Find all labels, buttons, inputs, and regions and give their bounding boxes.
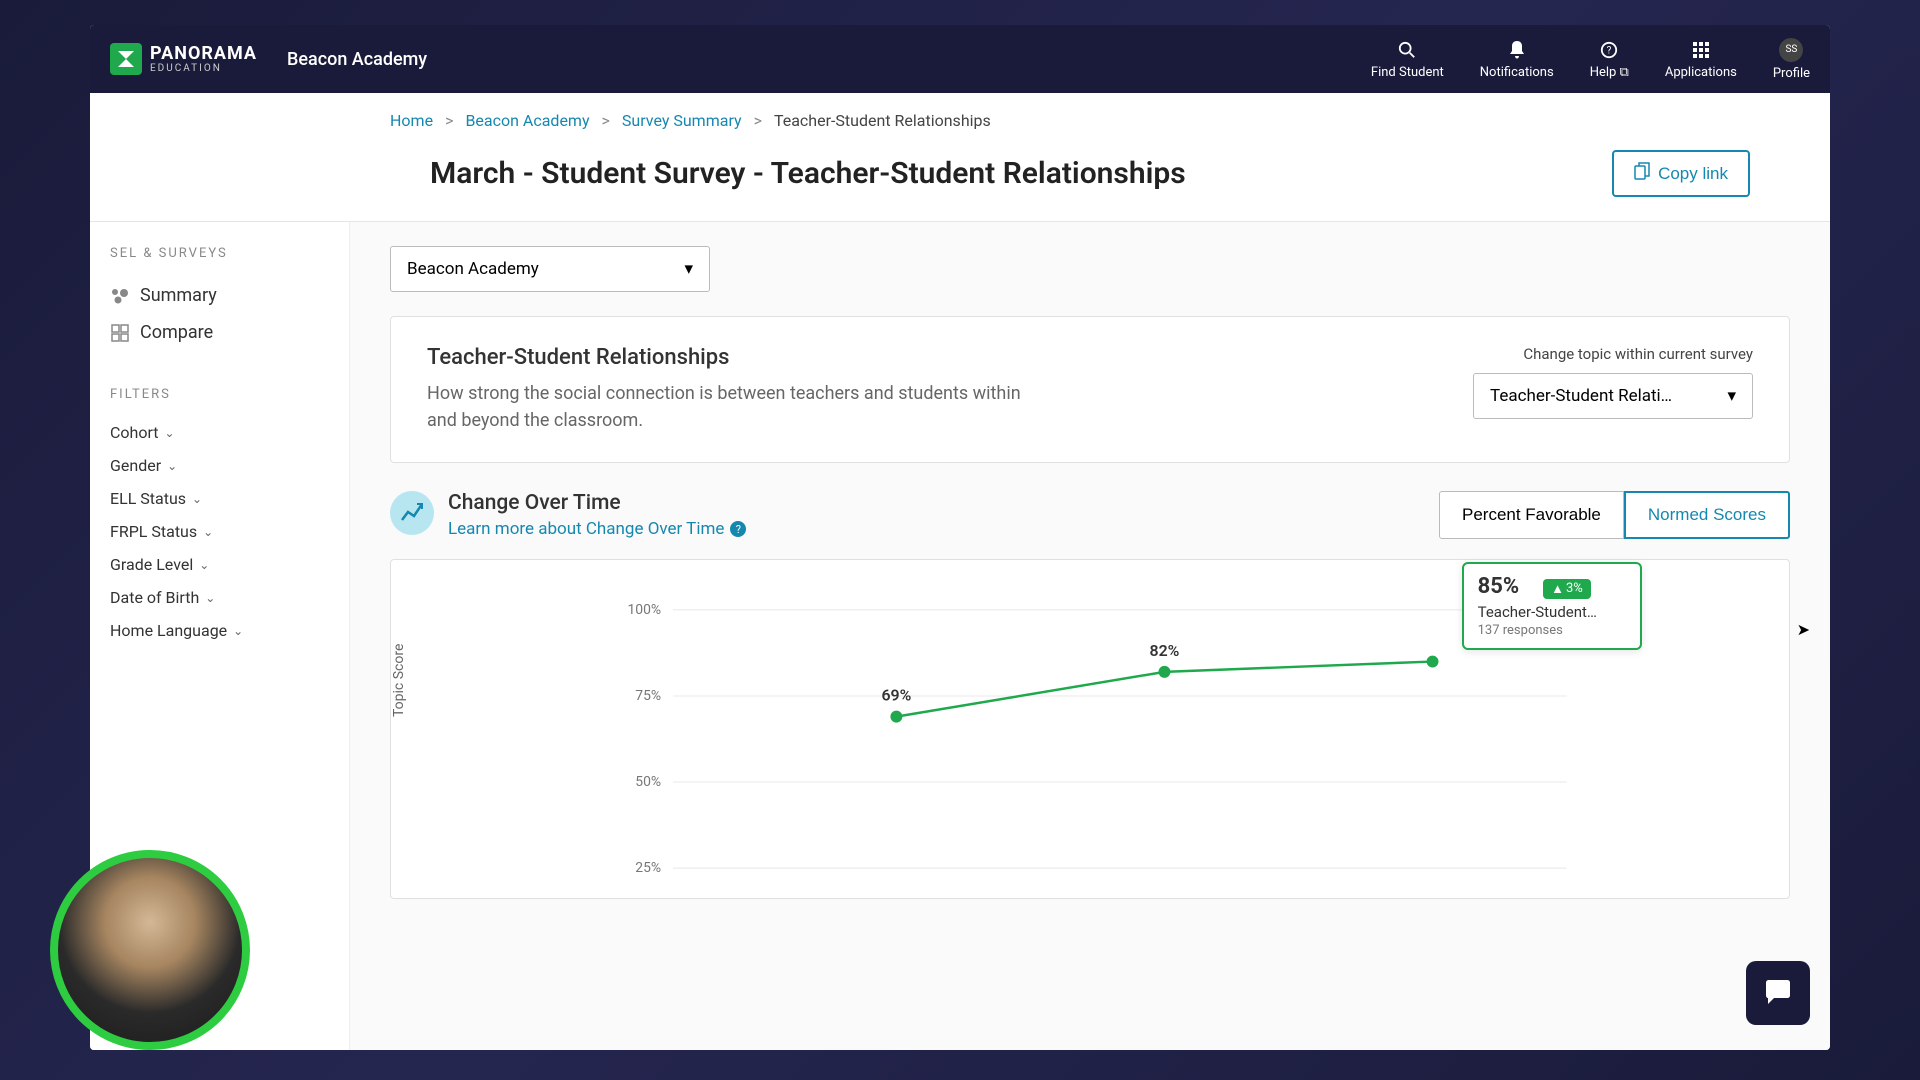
svg-text:69%: 69% — [881, 686, 911, 705]
tooltip-delta: ▲3% — [1543, 579, 1591, 599]
avatar-icon: SS — [1779, 38, 1803, 62]
cursor-icon: ➤ — [1797, 620, 1810, 639]
toggle-normed-scores[interactable]: Normed Scores — [1624, 491, 1790, 539]
sidebar-heading: SEL & SURVEYS — [110, 246, 329, 261]
filter-item[interactable]: FRPL Status⌄ — [110, 515, 329, 548]
sidebar-item-compare[interactable]: Compare — [110, 314, 329, 351]
chevron-down-icon: ⌄ — [192, 492, 202, 506]
nav-profile[interactable]: SS Profile — [1773, 38, 1810, 81]
webcam-overlay — [50, 850, 250, 1050]
chart-y-axis-label: Topic Score — [391, 644, 407, 717]
tooltip-label: Teacher-Student… — [1478, 603, 1626, 621]
help-icon: ? — [1600, 39, 1618, 61]
copy-icon — [1634, 162, 1650, 185]
breadcrumb: Home > Beacon Academy > Survey Summary >… — [390, 111, 1790, 130]
topic-description: How strong the social connection is betw… — [427, 380, 1047, 434]
chevron-down-icon: ▾ — [1727, 386, 1736, 406]
chart-tooltip: 85% ▲3% Teacher-Student… 137 responses — [1462, 562, 1642, 650]
svg-text:82%: 82% — [1150, 641, 1180, 660]
chevron-down-icon: ⌄ — [167, 459, 177, 473]
svg-text:50%: 50% — [635, 774, 661, 790]
nav-applications[interactable]: Applications — [1665, 39, 1737, 80]
topic-title: Teacher-Student Relationships — [427, 345, 1047, 370]
topic-card: Teacher-Student Relationships How strong… — [390, 316, 1790, 463]
sidebar-item-summary[interactable]: Summary — [110, 277, 329, 314]
chart-card: Topic Score 100% 75% 50% 25% 69% 82% 85% ▲3% … — [390, 559, 1790, 899]
topic-change-label: Change topic within current survey — [1473, 345, 1753, 363]
breadcrumb-summary[interactable]: Survey Summary — [622, 111, 742, 130]
logo[interactable]: PANORAMA EDUCATION — [110, 43, 257, 75]
school-select[interactable]: Beacon Academy ▾ — [390, 246, 710, 292]
summary-icon — [110, 286, 130, 306]
bell-icon — [1509, 39, 1525, 61]
svg-text:25%: 25% — [635, 860, 661, 876]
filter-item[interactable]: Cohort⌄ — [110, 416, 329, 449]
breadcrumb-home[interactable]: Home — [390, 111, 433, 130]
chat-button[interactable] — [1746, 961, 1810, 1025]
breadcrumb-current: Teacher-Student Relationships — [774, 111, 991, 130]
svg-text:?: ? — [1607, 45, 1612, 56]
logo-text: PANORAMA — [150, 45, 257, 63]
info-icon: ? — [730, 521, 746, 537]
search-icon — [1398, 39, 1416, 61]
page-title: March - Student Survey - Teacher-Student… — [430, 156, 1186, 191]
chevron-down-icon: ⌄ — [165, 426, 175, 440]
compare-icon — [110, 323, 130, 343]
filter-item[interactable]: Home Language⌄ — [110, 614, 329, 647]
chart-learn-more-link[interactable]: Learn more about Change Over Time ? — [448, 519, 746, 539]
chart-toggle: Percent Favorable Normed Scores — [1439, 491, 1790, 539]
tooltip-percent: 85% — [1478, 574, 1520, 599]
chevron-down-icon: ⌄ — [233, 624, 243, 638]
nav-notifications[interactable]: Notifications — [1480, 39, 1554, 80]
toggle-percent-favorable[interactable]: Percent Favorable — [1439, 491, 1624, 539]
logo-subtitle: EDUCATION — [150, 63, 257, 74]
chevron-down-icon: ⌄ — [203, 525, 213, 539]
filter-item[interactable]: Grade Level⌄ — [110, 548, 329, 581]
svg-text:100%: 100% — [627, 602, 661, 618]
chevron-down-icon: ⌄ — [199, 558, 209, 572]
chat-icon — [1762, 977, 1794, 1009]
app-frame: PANORAMA EDUCATION Beacon Academy Find S… — [90, 25, 1830, 1050]
chevron-down-icon: ⌄ — [205, 591, 215, 605]
tooltip-responses: 137 responses — [1478, 623, 1626, 638]
filter-item[interactable]: Gender⌄ — [110, 449, 329, 482]
main-content: Beacon Academy ▾ Teacher-Student Relatio… — [350, 222, 1830, 1050]
chart-line-icon — [390, 491, 434, 535]
chevron-down-icon: ▾ — [684, 259, 693, 279]
topic-select[interactable]: Teacher-Student Relati… ▾ — [1473, 373, 1753, 419]
filter-item[interactable]: ELL Status⌄ — [110, 482, 329, 515]
breadcrumb-bar: Home > Beacon Academy > Survey Summary >… — [90, 93, 1830, 222]
nav-find-student[interactable]: Find Student — [1371, 39, 1444, 80]
apps-grid-icon — [1693, 39, 1709, 61]
chart-title: Change Over Time — [448, 491, 746, 515]
nav-help[interactable]: ? Help ⧉ — [1590, 39, 1629, 80]
breadcrumb-school[interactable]: Beacon Academy — [465, 111, 589, 130]
filter-item[interactable]: Date of Birth⌄ — [110, 581, 329, 614]
header-school-name: Beacon Academy — [287, 49, 427, 70]
copy-link-button[interactable]: Copy link — [1612, 150, 1750, 197]
top-nav: PANORAMA EDUCATION Beacon Academy Find S… — [90, 25, 1830, 93]
logo-mark-icon — [110, 43, 142, 75]
svg-text:75%: 75% — [635, 688, 661, 704]
filters-heading: FILTERS — [110, 387, 329, 402]
